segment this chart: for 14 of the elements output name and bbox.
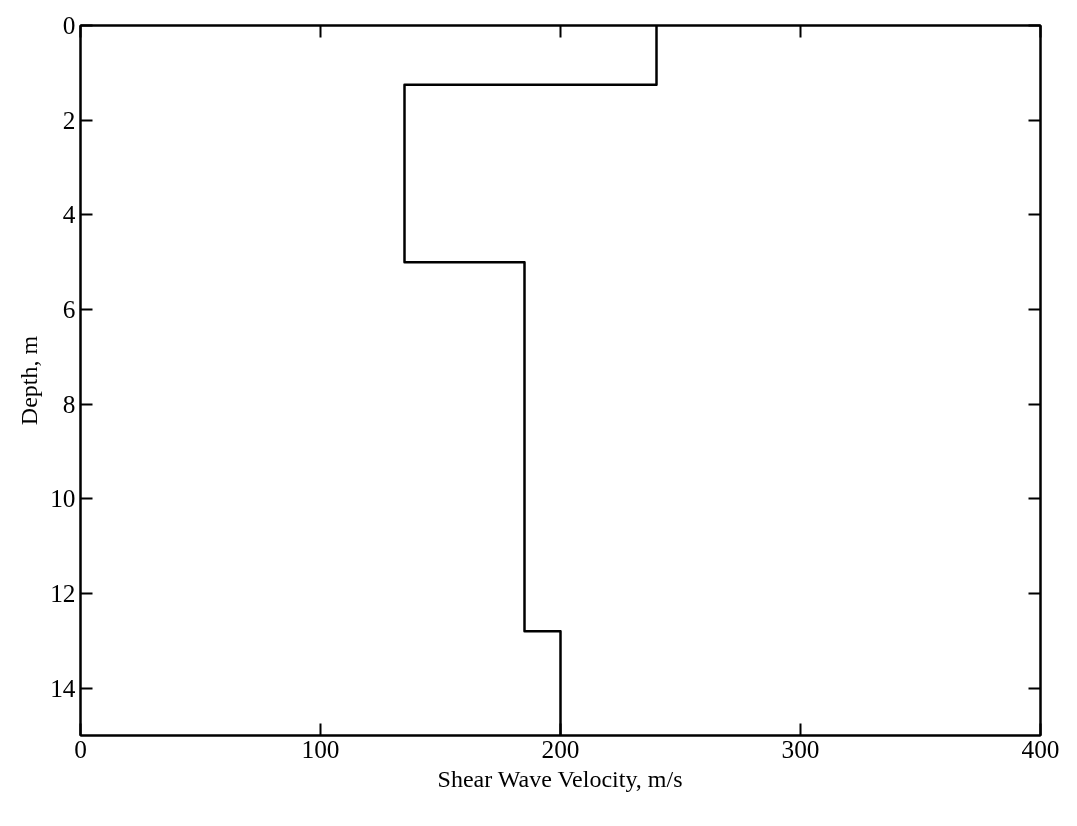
y-tick-label: 10 (50, 484, 76, 513)
x-tick-label: 400 (1021, 734, 1060, 763)
x-axis-title: Shear Wave Velocity, m/s (437, 765, 683, 792)
y-tick-label: 0 (62, 11, 76, 39)
x-tick-label: 100 (301, 734, 340, 763)
x-tick-label: 300 (781, 734, 820, 763)
x-tick-label: 200 (541, 734, 580, 763)
y-tick-label: 6 (62, 295, 76, 323)
y-tick-label: 4 (62, 200, 76, 229)
y-axis-title: Depth, m (16, 335, 43, 426)
y-tick-label: 2 (62, 105, 76, 134)
y-tick-label: 12 (50, 579, 76, 607)
y-tick-label: 14 (50, 673, 76, 702)
y-tick-label: 8 (62, 389, 76, 418)
